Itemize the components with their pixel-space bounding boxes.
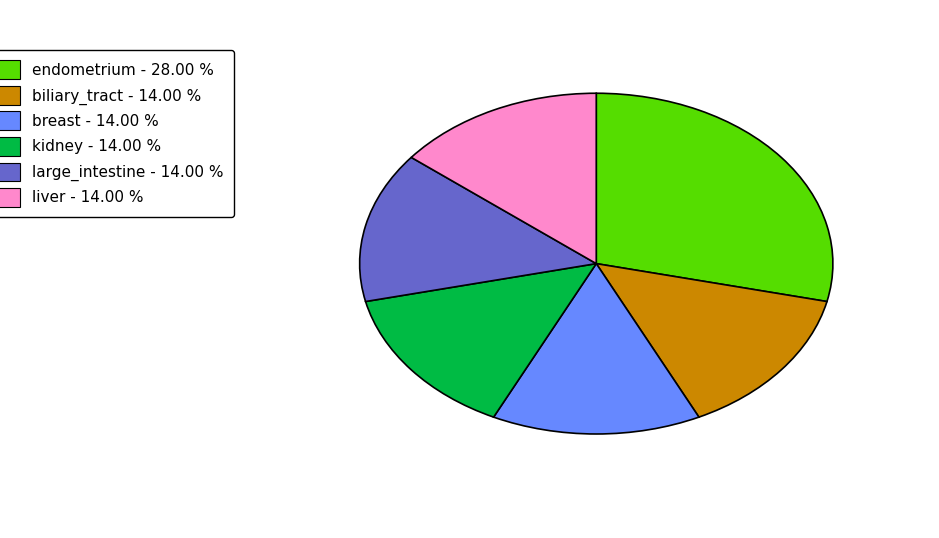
Wedge shape — [494, 264, 699, 434]
Wedge shape — [360, 158, 596, 301]
Wedge shape — [411, 93, 596, 264]
Wedge shape — [596, 93, 833, 301]
Wedge shape — [365, 264, 596, 417]
Legend: endometrium - 28.00 %, biliary_tract - 14.00 %, breast - 14.00 %, kidney - 14.00: endometrium - 28.00 %, biliary_tract - 1… — [0, 50, 234, 217]
Wedge shape — [596, 264, 827, 417]
